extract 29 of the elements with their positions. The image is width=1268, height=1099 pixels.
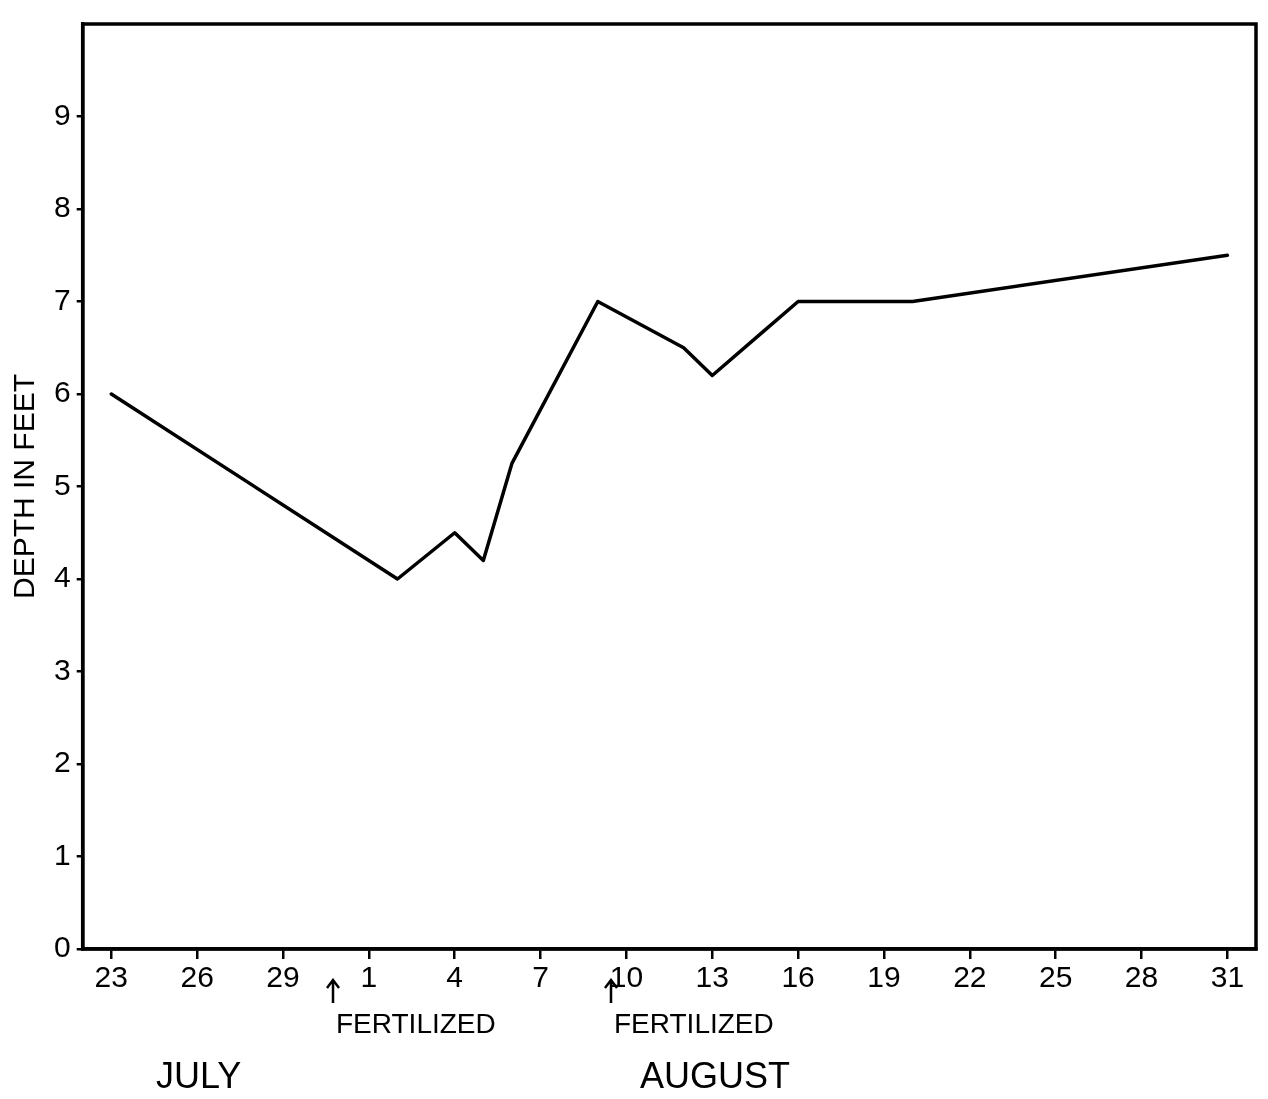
x-tick-label: 26 [180, 960, 214, 994]
x-tick-label: 13 [695, 960, 729, 994]
text: JULY [156, 1055, 242, 1096]
y-tick-label: 7 [54, 282, 71, 316]
y-tick-label: 2 [54, 745, 71, 779]
x-tick-label: 22 [953, 960, 987, 994]
x-tick-label: 29 [266, 960, 300, 994]
x-tick-label: 4 [446, 960, 464, 994]
text: AUGUST [640, 1055, 791, 1096]
text: FERTILIZED [614, 1008, 774, 1039]
x-tick-label: 1 [360, 960, 378, 994]
x-tick-label: 23 [94, 960, 128, 994]
x-tick-label: 25 [1038, 960, 1073, 994]
y-tick-label: 8 [54, 190, 71, 224]
y-tick-label: 6 [54, 375, 71, 409]
x-tick-label: 28 [1124, 960, 1159, 994]
y-tick-label: 9 [54, 97, 71, 131]
x-tick-label: 16 [781, 960, 815, 994]
y-tick-label: 1 [54, 837, 71, 871]
y-tick-label: 5 [54, 467, 71, 501]
y-tick-label: 3 [54, 652, 71, 686]
text: FERTILIZED [336, 1008, 496, 1039]
x-tick-label: 31 [1210, 960, 1245, 994]
y-tick-label: 0 [54, 930, 71, 964]
y-axis-title: DEPTH IN FEET [7, 373, 41, 600]
x-tick-label: 7 [532, 960, 549, 994]
x-tick-label: 10 [609, 960, 644, 994]
x-tick-label: 19 [867, 960, 901, 994]
y-tick-label: 4 [54, 560, 71, 594]
